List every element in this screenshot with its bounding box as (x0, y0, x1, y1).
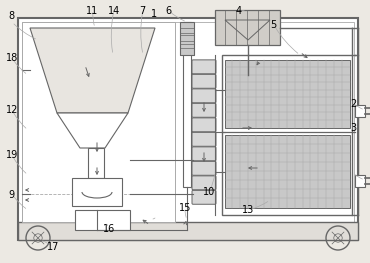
FancyBboxPatch shape (88, 148, 104, 178)
FancyBboxPatch shape (18, 18, 358, 240)
Text: 4: 4 (236, 6, 242, 16)
Text: 7: 7 (139, 6, 145, 16)
Text: 14: 14 (107, 6, 120, 16)
Text: 15: 15 (179, 203, 191, 213)
FancyBboxPatch shape (18, 222, 358, 240)
Text: 9: 9 (9, 190, 15, 200)
FancyBboxPatch shape (183, 22, 191, 187)
Text: 1: 1 (151, 9, 157, 19)
FancyBboxPatch shape (192, 161, 216, 175)
Text: 8: 8 (9, 11, 15, 21)
Text: 13: 13 (242, 205, 254, 215)
FancyBboxPatch shape (22, 22, 175, 222)
Polygon shape (30, 28, 155, 113)
Text: 2: 2 (350, 99, 356, 109)
FancyBboxPatch shape (192, 74, 216, 88)
Text: 19: 19 (6, 150, 18, 160)
Text: 6: 6 (165, 6, 171, 16)
Text: 17: 17 (47, 242, 59, 252)
FancyBboxPatch shape (192, 132, 216, 146)
FancyBboxPatch shape (192, 190, 216, 204)
Text: 10: 10 (203, 187, 215, 197)
FancyBboxPatch shape (222, 55, 352, 215)
Text: 11: 11 (86, 6, 99, 16)
FancyBboxPatch shape (192, 60, 216, 74)
FancyBboxPatch shape (72, 178, 122, 206)
Text: 12: 12 (6, 105, 18, 115)
FancyBboxPatch shape (192, 118, 216, 132)
FancyBboxPatch shape (355, 175, 365, 187)
FancyBboxPatch shape (192, 89, 216, 103)
FancyBboxPatch shape (192, 103, 216, 117)
FancyBboxPatch shape (215, 10, 280, 45)
Text: 18: 18 (6, 53, 18, 63)
Text: 16: 16 (103, 224, 115, 234)
FancyBboxPatch shape (75, 210, 130, 230)
FancyBboxPatch shape (192, 147, 216, 161)
Polygon shape (57, 113, 128, 148)
Text: 3: 3 (350, 123, 356, 133)
FancyBboxPatch shape (355, 105, 365, 117)
FancyBboxPatch shape (225, 60, 350, 128)
FancyBboxPatch shape (180, 22, 194, 55)
FancyBboxPatch shape (225, 135, 350, 208)
FancyBboxPatch shape (192, 176, 216, 190)
Text: 5: 5 (271, 20, 277, 30)
